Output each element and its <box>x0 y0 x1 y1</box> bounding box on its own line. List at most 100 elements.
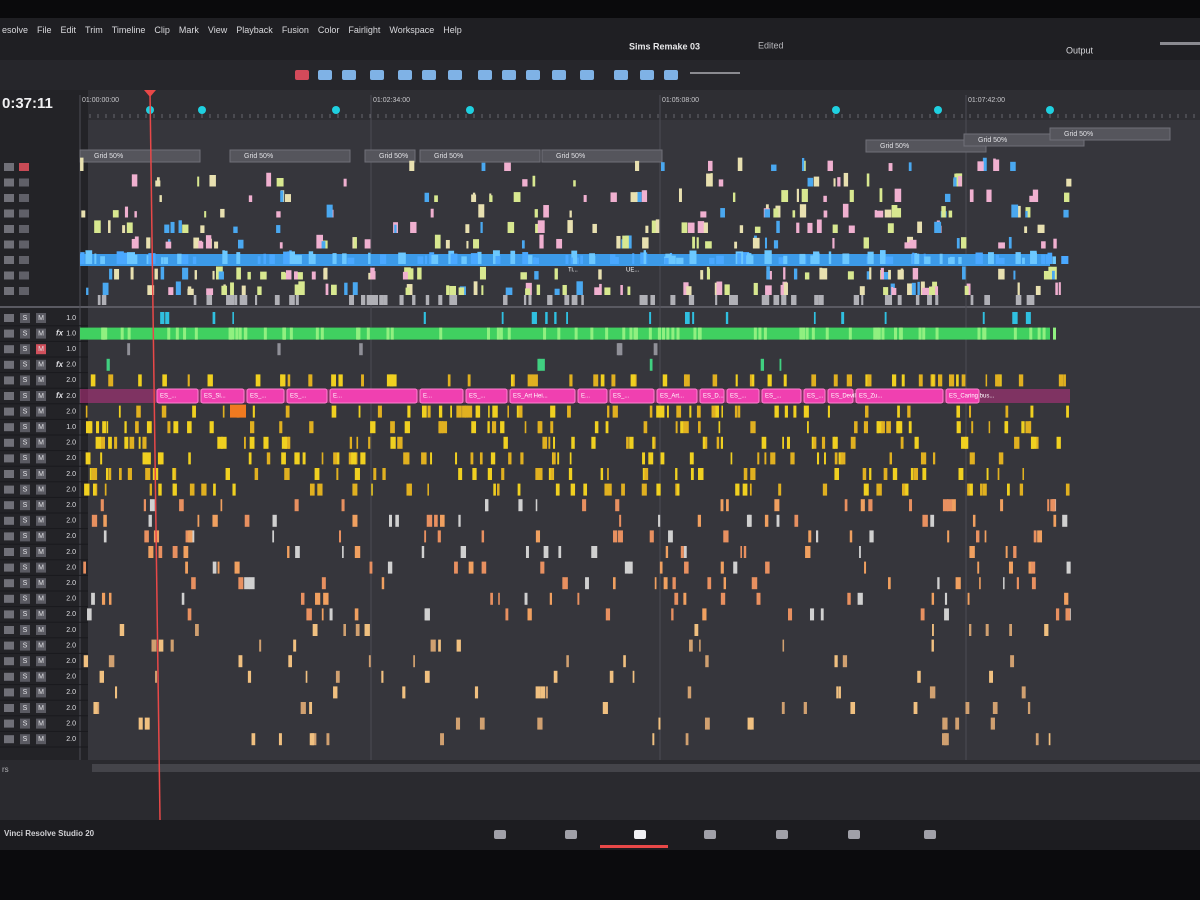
audio-clip[interactable] <box>386 374 391 387</box>
video-clip[interactable] <box>598 269 602 280</box>
audio-clip[interactable] <box>106 421 109 434</box>
video-clip[interactable] <box>263 253 267 264</box>
track-visibility[interactable] <box>19 194 29 202</box>
mute-button[interactable] <box>36 656 46 667</box>
video-clip[interactable] <box>676 257 684 264</box>
video-clip[interactable] <box>651 220 657 233</box>
audio-clip[interactable] <box>704 717 710 730</box>
audio-clip[interactable] <box>524 421 527 434</box>
video-clip[interactable] <box>394 224 397 233</box>
mute-button[interactable] <box>36 437 46 448</box>
audio-clip[interactable] <box>711 405 716 418</box>
track-lock[interactable] <box>4 719 14 728</box>
video-clip[interactable] <box>326 204 333 218</box>
audio-clip[interactable] <box>671 608 674 621</box>
audio-clip[interactable] <box>767 374 772 387</box>
audio-clip[interactable] <box>1066 405 1069 418</box>
audio-clip[interactable] <box>1044 624 1049 636</box>
audio-clip[interactable] <box>287 436 291 449</box>
video-clip[interactable] <box>80 157 84 171</box>
audio-clip[interactable] <box>913 702 918 714</box>
video-clip[interactable] <box>632 253 635 264</box>
audio-clip[interactable] <box>173 468 177 480</box>
audio-clip[interactable] <box>90 374 96 387</box>
audio-clip[interactable] <box>185 561 188 574</box>
menu-item[interactable]: Color <box>317 25 340 35</box>
audio-clip[interactable] <box>922 468 927 480</box>
video-clip[interactable] <box>987 252 994 264</box>
audio-clip[interactable] <box>809 608 815 621</box>
tool-icon[interactable] <box>422 70 436 80</box>
video-clip[interactable] <box>409 160 415 171</box>
audio-clip[interactable] <box>784 405 788 418</box>
audio-clip[interactable] <box>129 436 135 449</box>
audio-clip[interactable] <box>389 514 393 527</box>
video-clip[interactable] <box>724 284 730 295</box>
audio-clip[interactable] <box>348 452 354 465</box>
audio-clip[interactable] <box>108 468 112 480</box>
audio-clip[interactable] <box>454 561 458 574</box>
audio-clip[interactable] <box>720 592 726 605</box>
track-lock[interactable] <box>4 271 14 280</box>
video-clip[interactable] <box>884 209 892 218</box>
video-clip[interactable] <box>734 241 738 249</box>
music-clip[interactable] <box>419 388 464 404</box>
menu-item[interactable]: Timeline <box>111 25 146 35</box>
audio-clip[interactable] <box>592 546 598 558</box>
audio-clip[interactable] <box>760 358 765 371</box>
audio-clip[interactable] <box>746 514 752 527</box>
video-clip[interactable] <box>434 234 441 249</box>
audio-clip[interactable] <box>761 436 767 449</box>
music-clip[interactable] <box>726 388 760 404</box>
audio-clip[interactable] <box>360 452 366 465</box>
audio-clip[interactable] <box>146 421 152 434</box>
video-clip[interactable] <box>1051 270 1055 280</box>
music-clip[interactable] <box>609 388 655 404</box>
audio-clip[interactable] <box>1063 374 1066 387</box>
audio-clip[interactable] <box>336 468 339 480</box>
audio-clip[interactable] <box>834 452 838 465</box>
audio-clip[interactable] <box>305 670 308 683</box>
audio-clip[interactable] <box>671 327 675 340</box>
video-clip[interactable] <box>513 192 521 202</box>
video-clip[interactable] <box>163 257 169 264</box>
menu-item[interactable]: File <box>37 25 52 35</box>
audio-clip[interactable] <box>188 452 191 465</box>
video-clip[interactable] <box>86 287 89 295</box>
audio-clip[interactable] <box>272 530 275 543</box>
audio-clip[interactable] <box>714 405 719 418</box>
audio-clip[interactable] <box>100 436 105 449</box>
tool-icon[interactable] <box>580 70 594 80</box>
audio-clip[interactable] <box>897 405 900 418</box>
track-lock[interactable] <box>4 594 14 603</box>
audio-clip[interactable] <box>138 436 141 449</box>
video-clip[interactable] <box>866 173 870 187</box>
audio-clip[interactable] <box>232 483 236 496</box>
audio-clip[interactable] <box>390 436 396 449</box>
solo-button[interactable] <box>20 375 30 386</box>
audio-clip[interactable] <box>750 717 754 730</box>
audio-clip[interactable] <box>352 514 358 527</box>
audio-clip[interactable] <box>942 717 948 730</box>
video-clip[interactable] <box>1047 252 1053 264</box>
audio-clip[interactable] <box>675 468 678 480</box>
audio-clip[interactable] <box>249 436 255 449</box>
tool-icon[interactable] <box>640 70 654 80</box>
audio-clip[interactable] <box>733 561 738 574</box>
video-clip[interactable] <box>332 253 337 264</box>
audio-clip[interactable] <box>191 577 196 590</box>
audio-clip[interactable] <box>569 452 572 465</box>
audio-clip[interactable] <box>621 483 625 496</box>
audio-clip[interactable] <box>698 421 701 434</box>
audio-clip[interactable] <box>158 546 163 558</box>
audio-clip[interactable] <box>382 468 386 480</box>
solo-button[interactable] <box>20 515 30 526</box>
audio-clip[interactable] <box>750 468 756 480</box>
track-lock[interactable] <box>4 407 14 416</box>
audio-clip[interactable] <box>100 499 104 512</box>
audio-clip[interactable] <box>932 452 936 465</box>
audio-clip[interactable] <box>1030 436 1035 449</box>
track-lock[interactable] <box>4 626 14 634</box>
page-tab[interactable] <box>848 830 860 839</box>
audio-clip[interactable] <box>842 655 848 668</box>
